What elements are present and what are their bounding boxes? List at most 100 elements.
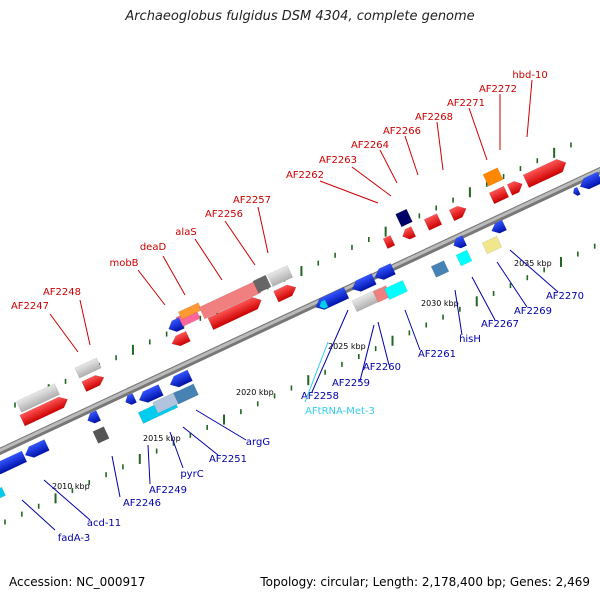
leader-line [111, 455, 121, 498]
gene-feature [573, 186, 581, 197]
leader-line [454, 289, 463, 336]
gene-label-top: hbd-10 [512, 70, 547, 81]
gene-feature [319, 299, 329, 310]
gene-feature [579, 171, 600, 190]
gene-feature [0, 486, 6, 500]
kbp-label: 2010 kbp [52, 482, 90, 491]
gene-feature [506, 180, 523, 196]
gene-label-bottom: AF2261 [418, 349, 456, 360]
kbp-label: 2025 kbp [328, 342, 366, 351]
gene-feature [455, 249, 473, 267]
gene-label-top: AF2263 [319, 155, 357, 166]
gene-feature [207, 296, 262, 331]
gene-label-top: AF2271 [447, 98, 485, 109]
gene-label-top: AF2268 [415, 112, 453, 123]
gene-feature [481, 235, 503, 255]
kbp-label: 2020 kbp [236, 388, 274, 397]
leader-line [169, 431, 184, 469]
leader-line [496, 261, 528, 308]
leader-line [468, 107, 488, 161]
leader-line [304, 341, 329, 403]
gene-label-top: AF2272 [479, 84, 517, 95]
leader-line [43, 479, 91, 521]
gene-feature [171, 330, 191, 347]
gene-label-bottom: fadA-3 [58, 533, 91, 544]
genome-backbone [0, 166, 600, 456]
leader-line [224, 220, 256, 266]
gene-label-top: AF2264 [351, 140, 389, 151]
leader-line [509, 249, 559, 293]
gene-feature [488, 185, 510, 205]
gene-feature [169, 369, 193, 388]
gene-feature [374, 262, 396, 280]
gene-label-bottom: AF2251 [209, 454, 247, 465]
scale-ticks [4, 142, 596, 525]
gene-feature [402, 226, 417, 240]
gene-feature [198, 280, 262, 320]
gene-feature [395, 208, 413, 228]
gene-label-top: AF2256 [205, 209, 243, 220]
gene-feature [266, 265, 294, 287]
gene-label-bottom: AF2249 [149, 485, 187, 496]
gene-feature [81, 375, 105, 392]
gene-label-bottom: AF2260 [363, 362, 401, 373]
gene-feature [168, 317, 185, 333]
gene-feature [173, 383, 199, 405]
trna-label: AFtRNA-Met-3 [305, 406, 375, 417]
gene-label-bottom: AF2246 [123, 498, 161, 509]
leader-line [471, 276, 496, 321]
leader-line [351, 166, 392, 197]
leader-line [195, 409, 247, 441]
leader-line [257, 206, 269, 254]
gene-feature [125, 393, 137, 406]
gene-feature [448, 205, 467, 222]
gene-label-top: AF2247 [11, 301, 49, 312]
gene-feature [430, 260, 450, 278]
leader-line [359, 324, 375, 382]
leader-line [137, 269, 166, 306]
gene-feature [522, 159, 567, 188]
gene-feature [74, 357, 102, 379]
gene-feature [453, 235, 468, 249]
gene-label-bottom: argG [246, 437, 270, 448]
leader-line [379, 149, 398, 184]
leader-line [182, 426, 219, 456]
kbp-label: 2035 kbp [514, 259, 552, 268]
gene-feature [273, 284, 297, 303]
gene-label-bottom: acd-11 [87, 518, 121, 529]
leader-line [147, 444, 151, 485]
leader-line [194, 238, 223, 281]
leader-line [162, 255, 186, 296]
gene-label-bottom: hisH [459, 334, 481, 345]
leader-line [526, 79, 533, 138]
kbp-label: 2030 kbp [421, 299, 459, 308]
gene-feature [0, 450, 28, 475]
gene-label-bottom: AF2259 [332, 378, 370, 389]
gene-feature [482, 167, 504, 187]
kbp-label: 2015 kbp [143, 434, 181, 443]
leader-line [49, 313, 79, 353]
leader-line [311, 309, 349, 393]
gene-label-top: AF2257 [233, 195, 271, 206]
gene-feature [138, 384, 164, 403]
gene-feature [423, 213, 443, 231]
gene-feature [24, 439, 50, 458]
gene-feature [92, 426, 110, 444]
gene-label-bottom: AF2267 [481, 319, 519, 330]
leader-line [404, 135, 419, 176]
accession-text: Accession: NC_000917 [9, 575, 146, 589]
gene-label-top: AF2248 [43, 287, 81, 298]
gene-feature [87, 410, 102, 424]
gene-label-top: alaS [175, 227, 196, 238]
leader-line [404, 309, 421, 351]
gene-feature [382, 234, 396, 250]
gene-label-bottom: AF2270 [546, 291, 584, 302]
gene-label-bottom: AF2258 [301, 391, 339, 402]
gene-label-top: AF2262 [286, 170, 324, 181]
gene-label-bottom: pyrC [180, 469, 203, 480]
leader-line [319, 180, 379, 204]
gene-label-top: AF2266 [383, 126, 421, 137]
gene-features [0, 159, 600, 500]
genome-title: Archaeoglobus fulgidus DSM 4304, complet… [125, 9, 475, 24]
